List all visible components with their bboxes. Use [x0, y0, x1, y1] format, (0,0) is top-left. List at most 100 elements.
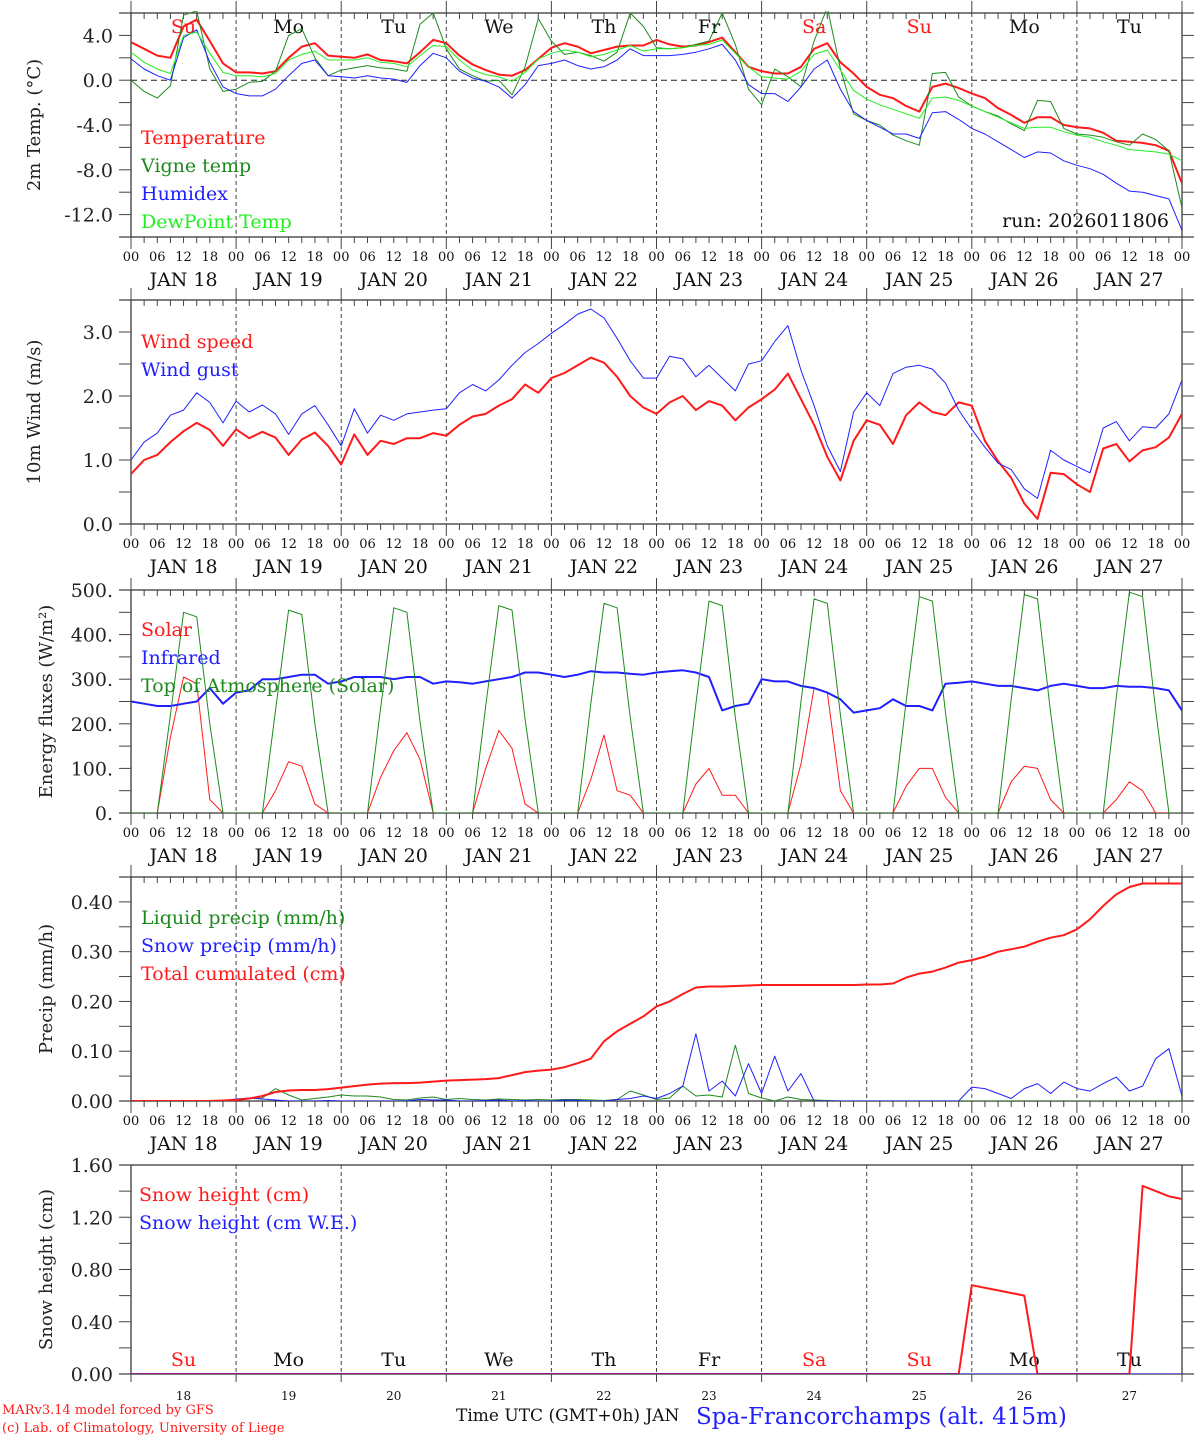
x-day-number: 24 [807, 1389, 823, 1403]
y-tick-label: 100. [71, 758, 113, 780]
run-label: run: 2026011806 [1002, 210, 1169, 232]
x-hour-label: 12 [1016, 250, 1033, 265]
x-hour-label: 18 [937, 1114, 954, 1129]
x-hour-label: 06 [254, 537, 271, 552]
x-hour-label: 00 [123, 250, 140, 265]
weekday-label: Sa [802, 1349, 826, 1371]
y-tick-label: 3.0 [83, 322, 113, 344]
x-hour-label: 06 [675, 250, 692, 265]
x-hour-label: 06 [675, 537, 692, 552]
x-hour-label: 12 [491, 537, 508, 552]
x-hour-label: 18 [727, 250, 744, 265]
x-hour-label: 00 [964, 250, 981, 265]
x-day-label: JAN 25 [883, 269, 953, 291]
x-hour-label: 00 [753, 1114, 770, 1129]
x-hour-label: 18 [1042, 250, 1059, 265]
x-day-label: JAN 19 [253, 1133, 323, 1155]
x-hour-label: 18 [202, 826, 219, 841]
x-hour-label: 18 [412, 537, 429, 552]
x-hour-label: 18 [202, 537, 219, 552]
x-hour-label: 12 [911, 1114, 928, 1129]
x-hour-label: 06 [569, 1114, 586, 1129]
legend-entry: Vigne temp [140, 155, 251, 177]
x-hour-label: 06 [780, 537, 797, 552]
x-day-label: JAN 27 [1093, 1133, 1163, 1155]
x-day-label: JAN 26 [988, 269, 1058, 291]
x-hour-label: 12 [280, 826, 297, 841]
weekday-label: Tu [1117, 16, 1142, 38]
x-hour-label: 00 [648, 826, 665, 841]
x-day-number: 27 [1122, 1389, 1137, 1403]
x-hour-label: 00 [1174, 250, 1191, 265]
x-day-label: JAN 26 [988, 556, 1058, 578]
weekday-label: Su [171, 1349, 196, 1371]
x-hour-label: 12 [1016, 1114, 1033, 1129]
y-axis-title: Snow height (cm) [36, 1189, 57, 1350]
x-hour-label: 18 [412, 826, 429, 841]
x-hour-label: 06 [1095, 250, 1112, 265]
weekday-label: Fr [698, 16, 721, 38]
x-hour-label: 00 [1174, 537, 1191, 552]
series-line-solar [131, 676, 1182, 813]
x-hour-label: 18 [622, 250, 639, 265]
weekday-label: Mo [273, 16, 304, 38]
x-day-label: JAN 22 [568, 269, 638, 291]
y-tick-label: 0.10 [71, 1041, 113, 1063]
x-day-label: JAN 23 [673, 556, 743, 578]
weekday-label: Th [591, 16, 616, 38]
x-hour-label: 18 [202, 1114, 219, 1129]
weekday-label: Tu [381, 1349, 406, 1371]
x-hour-label: 06 [359, 537, 376, 552]
x-day-label: JAN 20 [358, 269, 428, 291]
x-hour-label: 06 [149, 537, 166, 552]
panel-snow: 1.60 1.20 0.80 0.40 0.00 Snow height (cm) 18 19… [36, 1155, 1194, 1403]
y-tick-label: 0.20 [71, 991, 113, 1013]
series-line-snow-height-cm [131, 1184, 1182, 1374]
x-hour-label: 12 [280, 1114, 297, 1129]
weekday-label: Fr [698, 1349, 721, 1371]
series-line-dewpoint-temp [131, 31, 1182, 162]
x-hour-label: 18 [1042, 826, 1059, 841]
x-day-label: JAN 19 [253, 556, 323, 578]
x-hour-label: 00 [753, 537, 770, 552]
x-hour-label: 12 [701, 250, 718, 265]
x-hour-label: 18 [937, 537, 954, 552]
series-line-infrared [131, 669, 1182, 714]
x-hour-label: 00 [123, 1114, 140, 1129]
x-hour-label: 12 [1016, 826, 1033, 841]
x-hour-label: 00 [228, 826, 245, 841]
x-day-label: JAN 23 [673, 269, 743, 291]
y-tick-label: 0. [95, 803, 113, 825]
x-day-number: 20 [386, 1389, 401, 1403]
series-line-wind-gust [131, 308, 1182, 499]
x-day-label: JAN 24 [778, 845, 848, 867]
x-hour-label: 00 [123, 826, 140, 841]
series-line-snow-precip-mm-h [131, 1033, 1182, 1101]
legend-entry: Snow height (cm) [139, 1184, 309, 1206]
weekday-label: Su [907, 1349, 932, 1371]
x-hour-label: 00 [858, 537, 875, 552]
x-hour-label: 06 [1095, 1114, 1112, 1129]
x-hour-label: 06 [359, 1114, 376, 1129]
x-hour-label: 00 [1069, 826, 1086, 841]
y-axis-title: Energy fluxes (W/m²) [36, 605, 57, 799]
x-hour-label: 06 [254, 1114, 271, 1129]
x-hour-label: 18 [727, 826, 744, 841]
panel-wind: 3.0 2.0 1.0 0.0 10m Wind (m/s) 00 06 12 18 JAN 18… [24, 288, 1194, 578]
legend-entry: Snow precip (mm/h) [141, 935, 337, 957]
x-day-label: JAN 21 [463, 269, 533, 291]
x-hour-label: 00 [1174, 1114, 1191, 1129]
x-hour-label: 12 [175, 250, 192, 265]
x-day-label: JAN 27 [1093, 269, 1163, 291]
x-day-label: JAN 27 [1093, 556, 1163, 578]
x-hour-label: 00 [1069, 250, 1086, 265]
y-tick-label: -12.0 [64, 205, 113, 227]
weekday-label: Th [591, 1349, 616, 1371]
station-title: Spa-Francorchamps (alt. 415m) [696, 1404, 1067, 1430]
x-hour-label: 00 [438, 826, 455, 841]
x-hour-label: 00 [858, 826, 875, 841]
x-hour-label: 06 [990, 1114, 1007, 1129]
x-hour-label: 00 [648, 537, 665, 552]
x-day-number: 19 [281, 1389, 296, 1403]
